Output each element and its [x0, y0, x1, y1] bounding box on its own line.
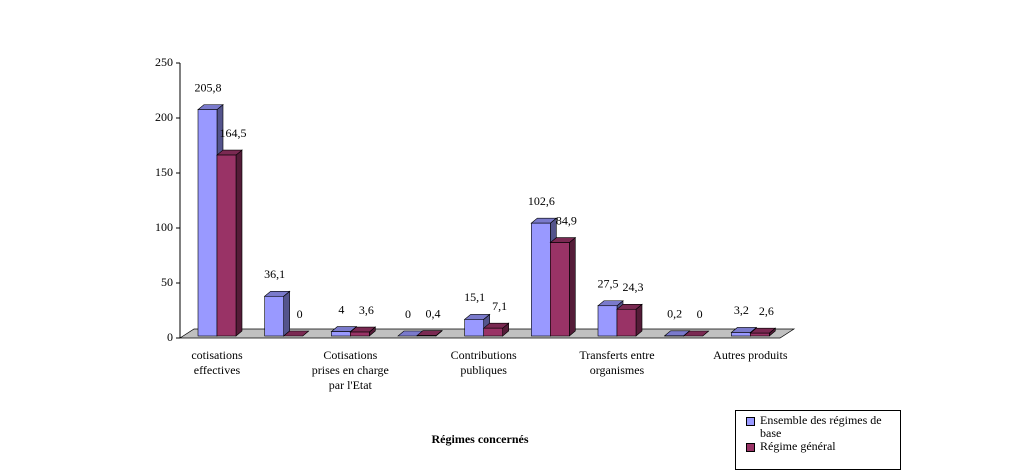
data-label: 15,1 — [464, 290, 485, 304]
data-label: 0 — [297, 307, 303, 321]
data-label: 205,8 — [195, 80, 222, 94]
bar — [264, 295, 284, 337]
y-tick-label: 250 — [155, 55, 173, 69]
data-label: 102,6 — [528, 194, 555, 208]
y-tick-label: 50 — [161, 275, 173, 289]
bar — [750, 332, 770, 337]
legend-swatch — [746, 443, 755, 452]
legend-item: Régime général — [746, 440, 896, 453]
data-label: 2,6 — [759, 304, 774, 318]
bar — [616, 308, 637, 337]
bar — [216, 154, 237, 337]
bar — [464, 319, 484, 337]
bar-side — [235, 149, 243, 337]
legend: Ensemble des régimes de base Régime génér… — [735, 410, 901, 470]
y-tick-label: 100 — [155, 220, 173, 234]
bar-top — [282, 330, 310, 337]
data-label: 164,5 — [220, 126, 247, 140]
data-label: 3,2 — [734, 303, 749, 317]
bar — [597, 305, 618, 337]
data-label: 0 — [697, 307, 703, 321]
data-label: 36,1 — [264, 267, 285, 281]
data-label: 0 — [405, 307, 411, 321]
data-label: 4 — [338, 302, 344, 316]
data-label: 3,6 — [359, 303, 374, 317]
bar-side — [569, 236, 576, 337]
bar-side — [283, 290, 290, 337]
x-tick-label: Autres produits — [713, 348, 788, 362]
bar — [531, 222, 551, 337]
x-tick-label: Contributions publiques — [450, 348, 517, 377]
bar — [350, 331, 370, 337]
data-label: 0,4 — [426, 306, 441, 320]
x-tick-label: cotisations effectives — [191, 348, 243, 377]
data-label: 24,3 — [623, 280, 644, 294]
y-tick-label: 150 — [155, 165, 173, 179]
data-label: 84,9 — [556, 213, 577, 227]
x-tick-label: Transferts entre organismes — [579, 348, 655, 377]
bar — [331, 331, 351, 337]
bar — [483, 327, 503, 337]
bar — [731, 332, 751, 337]
y-tick-label: 0 — [167, 330, 173, 344]
data-label: 7,1 — [492, 299, 507, 313]
legend-swatch — [746, 417, 755, 426]
bar-top — [682, 330, 710, 337]
x-axis-label: Régimes concernés — [431, 432, 529, 446]
bar-side — [635, 303, 643, 337]
y-tick-label: 200 — [155, 110, 173, 124]
x-tick-label: Cotisations prises en charge par l'Etat — [311, 348, 389, 392]
data-label: 0,2 — [667, 307, 682, 321]
data-label: 27,5 — [598, 277, 619, 291]
bar — [197, 109, 218, 337]
bar — [550, 242, 570, 337]
legend-item: Ensemble des régimes de base — [746, 414, 896, 440]
